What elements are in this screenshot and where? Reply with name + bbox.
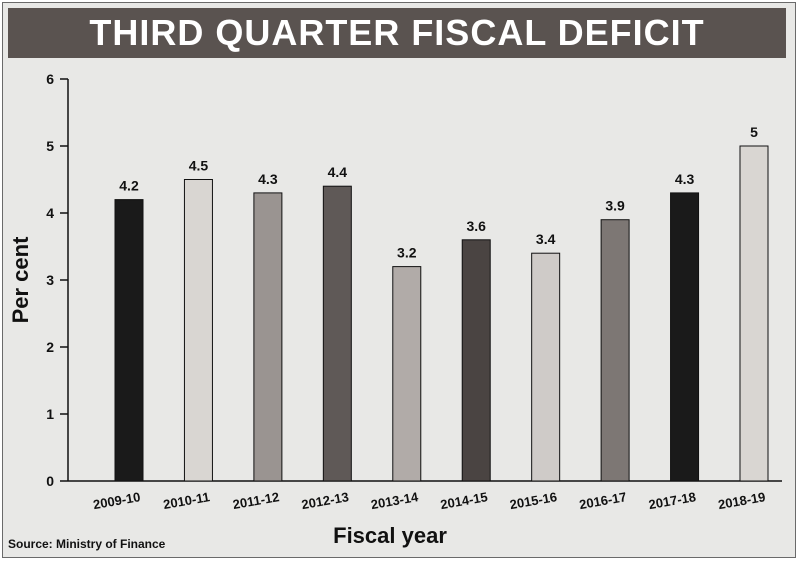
x-tick-label: 2010-11 bbox=[162, 489, 211, 512]
data-label: 3.2 bbox=[397, 245, 417, 261]
y-axis-label: Per cent bbox=[8, 236, 33, 323]
data-label: 4.5 bbox=[189, 158, 209, 174]
y-tick-label: 1 bbox=[46, 406, 54, 422]
source-note: Source: Ministry of Finance bbox=[8, 537, 166, 551]
bar bbox=[114, 199, 144, 482]
data-label: 5 bbox=[750, 124, 758, 140]
data-label: 3.4 bbox=[536, 231, 556, 247]
data-label: 4.2 bbox=[119, 178, 139, 194]
data-labels: 4.2 4.5 4.3 4.4 3.2 3.6 3.4 3.9 4.3 5 bbox=[119, 124, 758, 261]
bar bbox=[461, 239, 491, 482]
data-label: 4.3 bbox=[258, 171, 278, 187]
x-tick-label: 2017-18 bbox=[647, 489, 697, 512]
bar bbox=[600, 219, 630, 482]
y-tick-label: 5 bbox=[46, 138, 54, 154]
x-tick-labels: 2009-10 2010-11 2011-12 2012-13 2013-14 2014-… bbox=[92, 489, 767, 512]
bars bbox=[114, 145, 769, 482]
y-tick-label: 4 bbox=[46, 205, 54, 221]
bar bbox=[739, 145, 769, 482]
y-tick-label: 2 bbox=[46, 339, 54, 355]
x-tick-label: 2015-16 bbox=[509, 489, 559, 512]
data-label: 4.3 bbox=[675, 171, 695, 187]
y-tick-label: 6 bbox=[46, 71, 54, 87]
data-label: 3.6 bbox=[466, 218, 486, 234]
y-tick-label: 3 bbox=[46, 272, 54, 288]
title-bar: THIRD QUARTER FISCAL DEFICIT bbox=[8, 8, 786, 58]
bar bbox=[322, 185, 352, 482]
x-tick-label: 2009-10 bbox=[92, 489, 142, 512]
x-tick-label: 2013-14 bbox=[370, 489, 420, 512]
x-tick-label: 2018-19 bbox=[717, 489, 767, 512]
y-tick-labels: 0 1 2 3 4 5 6 bbox=[46, 71, 54, 489]
chart-title: THIRD QUARTER FISCAL DEFICIT bbox=[89, 12, 705, 53]
bar bbox=[670, 192, 700, 482]
x-tick-label: 2014-15 bbox=[439, 489, 489, 512]
x-tick-label: 2012-13 bbox=[300, 489, 350, 512]
y-tick-label: 0 bbox=[46, 473, 54, 489]
data-label: 3.9 bbox=[605, 198, 625, 214]
bar bbox=[253, 192, 283, 482]
bar bbox=[392, 266, 422, 482]
bar bbox=[531, 252, 561, 482]
x-tick-label: 2011-12 bbox=[232, 489, 281, 512]
data-label: 4.4 bbox=[328, 164, 348, 180]
x-axis-label: Fiscal year bbox=[333, 523, 447, 548]
x-tick-label: 2016-17 bbox=[578, 489, 628, 512]
bar bbox=[183, 179, 213, 482]
